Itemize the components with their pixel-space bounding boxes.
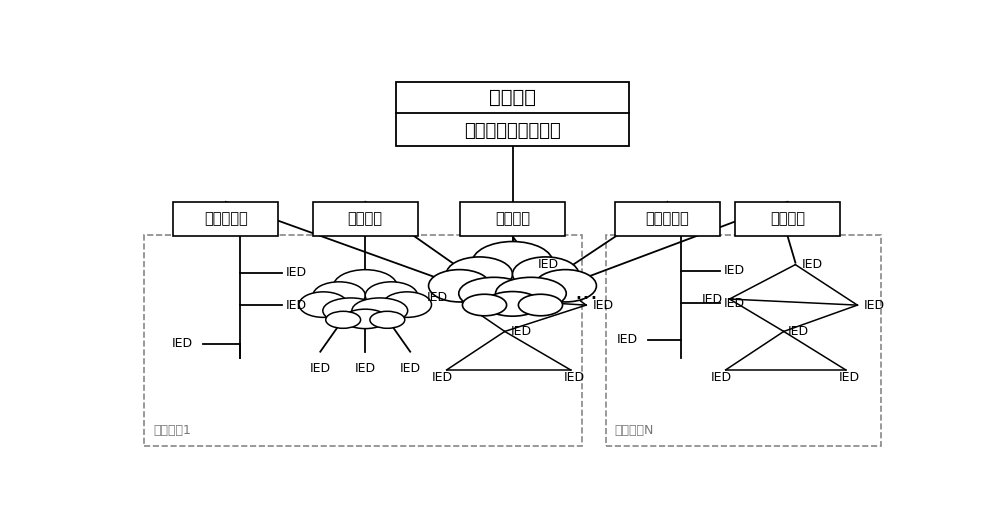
Bar bbox=[735, 202, 840, 236]
Ellipse shape bbox=[429, 270, 490, 302]
Bar bbox=[460, 202, 565, 236]
Text: IED: IED bbox=[432, 371, 453, 383]
Ellipse shape bbox=[535, 270, 596, 302]
Text: IED: IED bbox=[702, 292, 723, 306]
Text: 边缘节点: 边缘节点 bbox=[770, 211, 805, 227]
Text: 调度区域N: 调度区域N bbox=[615, 424, 654, 437]
Text: IED: IED bbox=[724, 297, 745, 310]
Text: IED: IED bbox=[286, 299, 307, 311]
Bar bbox=[396, 83, 629, 146]
Text: IED: IED bbox=[564, 371, 585, 383]
Text: IED: IED bbox=[511, 325, 532, 338]
Ellipse shape bbox=[313, 282, 365, 309]
Ellipse shape bbox=[370, 311, 405, 328]
Text: IED: IED bbox=[427, 290, 448, 304]
Ellipse shape bbox=[299, 292, 348, 317]
Text: 主边缘节点: 主边缘节点 bbox=[204, 211, 248, 227]
Text: IED: IED bbox=[172, 337, 193, 350]
Ellipse shape bbox=[326, 311, 361, 328]
Ellipse shape bbox=[459, 277, 529, 310]
Text: IED: IED bbox=[802, 258, 823, 271]
Ellipse shape bbox=[485, 291, 540, 316]
Text: IED: IED bbox=[592, 299, 613, 311]
Text: 调度区域1: 调度区域1 bbox=[154, 424, 192, 437]
Text: 边缘节点: 边缘节点 bbox=[495, 211, 530, 227]
Text: ...: ... bbox=[574, 280, 598, 304]
Text: IED: IED bbox=[310, 362, 331, 375]
Ellipse shape bbox=[365, 282, 418, 309]
Ellipse shape bbox=[343, 309, 387, 329]
Text: IED: IED bbox=[286, 266, 307, 279]
Text: 调度主站: 调度主站 bbox=[489, 88, 536, 107]
Ellipse shape bbox=[352, 298, 408, 323]
Text: IED: IED bbox=[400, 362, 421, 375]
Bar bbox=[173, 202, 278, 236]
Ellipse shape bbox=[472, 241, 553, 284]
Text: 主边缘节点: 主边缘节点 bbox=[646, 211, 689, 227]
Text: IED: IED bbox=[711, 371, 732, 383]
Ellipse shape bbox=[446, 257, 512, 291]
Text: IED: IED bbox=[724, 264, 745, 277]
Bar bbox=[313, 202, 418, 236]
Text: IED: IED bbox=[355, 362, 376, 375]
Text: IED: IED bbox=[617, 333, 638, 346]
Ellipse shape bbox=[333, 270, 397, 303]
Ellipse shape bbox=[518, 294, 563, 316]
Bar bbox=[606, 235, 881, 446]
Ellipse shape bbox=[462, 294, 507, 316]
Bar bbox=[615, 202, 720, 236]
Bar bbox=[144, 235, 582, 446]
Text: IED: IED bbox=[839, 371, 860, 383]
Text: IED: IED bbox=[864, 299, 885, 311]
Ellipse shape bbox=[383, 292, 432, 317]
Text: 边缘节点: 边缘节点 bbox=[348, 211, 383, 227]
Ellipse shape bbox=[323, 298, 379, 323]
Ellipse shape bbox=[512, 257, 579, 291]
Text: 前置数据采集子系统: 前置数据采集子系统 bbox=[464, 122, 561, 140]
Text: IED: IED bbox=[788, 325, 809, 338]
Ellipse shape bbox=[496, 277, 566, 310]
Text: IED: IED bbox=[538, 258, 559, 271]
